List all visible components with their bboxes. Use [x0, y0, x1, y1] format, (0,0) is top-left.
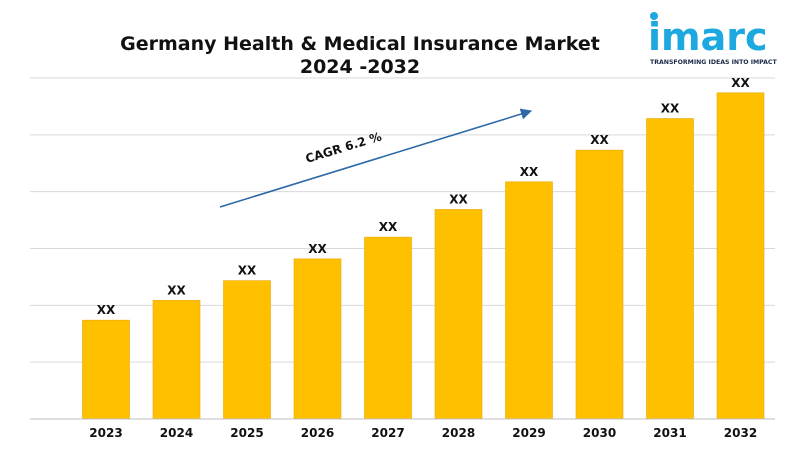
x-tick-2023: 2023	[89, 426, 122, 440]
data-label-2026: XX	[308, 242, 327, 256]
chart-title-line-2: 2024 -2032	[299, 56, 421, 78]
data-label-2023: XX	[97, 303, 116, 317]
imarc-logo-tagline: TRANSFORMING IDEAS INTO IMPACT	[650, 59, 777, 66]
imarc-logo: imarc TRANSFORMING IDEAS INTO IMPACT	[648, 12, 777, 66]
bar-2031	[646, 118, 694, 420]
x-tick-2028: 2028	[442, 426, 475, 440]
bar-2023	[82, 319, 130, 420]
x-tick-2030: 2030	[583, 426, 616, 440]
data-label-2027: XX	[379, 220, 398, 234]
data-label-2030: XX	[590, 133, 609, 147]
bar-2027	[364, 236, 412, 420]
x-axis-tick-labels: 2023 2024 2025 2026 2027 2028 2029 2030 2031 2032	[89, 426, 757, 440]
bar-2030	[575, 149, 624, 420]
data-label-2031: XX	[661, 102, 680, 116]
bar-2026	[293, 258, 342, 420]
data-label-2028: XX	[449, 192, 468, 206]
bar-data-labels: XX XX XX XX XX XX XX XX XX XX	[97, 76, 751, 317]
x-tick-2032: 2032	[724, 426, 757, 440]
bar-2029	[505, 181, 553, 420]
x-tick-2031: 2031	[653, 426, 686, 440]
chart-title-line-1: Germany Health & Medical Insurance Marke…	[120, 33, 600, 55]
cagr-trend: CAGR 6.2 %	[219, 108, 533, 208]
x-tick-2024: 2024	[160, 426, 193, 440]
x-tick-2027: 2027	[371, 426, 404, 440]
bar-2024	[152, 300, 201, 420]
cagr-trend-arrow	[219, 108, 533, 208]
data-label-2032: XX	[731, 76, 750, 90]
data-label-2029: XX	[520, 165, 539, 179]
bar-2028	[434, 209, 483, 420]
bar-2032	[716, 92, 765, 420]
data-label-2024: XX	[167, 283, 186, 297]
data-label-2025: XX	[238, 264, 257, 278]
imarc-logo-dot	[650, 12, 658, 20]
bars	[82, 92, 765, 420]
bar-2025	[223, 280, 271, 420]
x-tick-2029: 2029	[512, 426, 545, 440]
imarc-logo-wordmark: imarc	[648, 15, 768, 59]
x-tick-2025: 2025	[230, 426, 263, 440]
x-tick-2026: 2026	[301, 426, 334, 440]
